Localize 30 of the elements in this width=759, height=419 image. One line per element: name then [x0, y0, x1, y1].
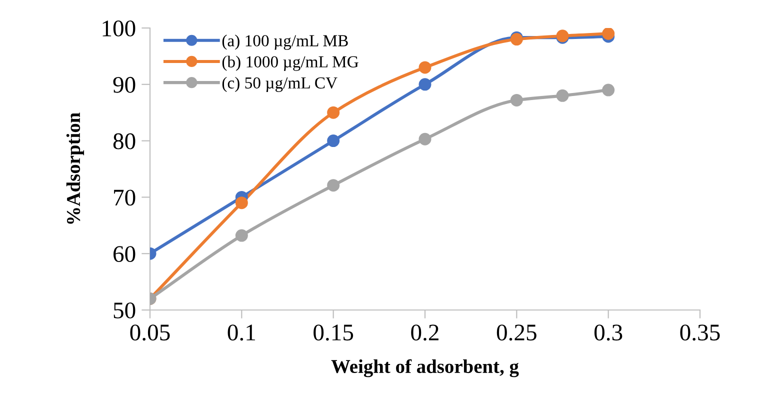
x-tick-label: 0.35 — [680, 324, 720, 341]
point — [510, 94, 523, 106]
y-tick-label: 90 — [113, 76, 136, 93]
x-tick-label: 0.25 — [496, 324, 536, 341]
y-tick-label: 50 — [114, 302, 136, 318]
x-tick-label: 0.05 — [130, 324, 170, 341]
x-tick-label: 0.3 — [594, 324, 622, 341]
point — [235, 229, 248, 242]
legend-label: (c) 50 µg/mL CV — [222, 76, 338, 92]
legend-label: (b) 1000 µg/mL MG — [222, 56, 358, 71]
point — [602, 84, 615, 96]
point — [418, 132, 432, 146]
point — [602, 28, 615, 40]
point — [327, 134, 340, 148]
x-axis-title: Weight of adsorbent, g — [331, 359, 519, 378]
point — [235, 196, 248, 210]
y-tick-label: 70 — [114, 190, 136, 206]
x-tick-label: 0.2 — [411, 324, 438, 341]
point — [418, 78, 432, 91]
legend-label: (a) 100 µg/mL MB — [222, 34, 348, 50]
y-tick-label: 80 — [113, 133, 136, 150]
y-tick-label: 60 — [114, 246, 136, 262]
point — [327, 106, 340, 119]
x-tick-label: 0.1 — [228, 324, 256, 341]
point — [418, 61, 432, 74]
point — [327, 179, 340, 192]
point — [556, 89, 569, 102]
y-tick-label: 100 — [102, 20, 136, 36]
x-tick-label: 0.15 — [314, 324, 354, 341]
y-axis-title: %Adsorption — [66, 112, 84, 224]
